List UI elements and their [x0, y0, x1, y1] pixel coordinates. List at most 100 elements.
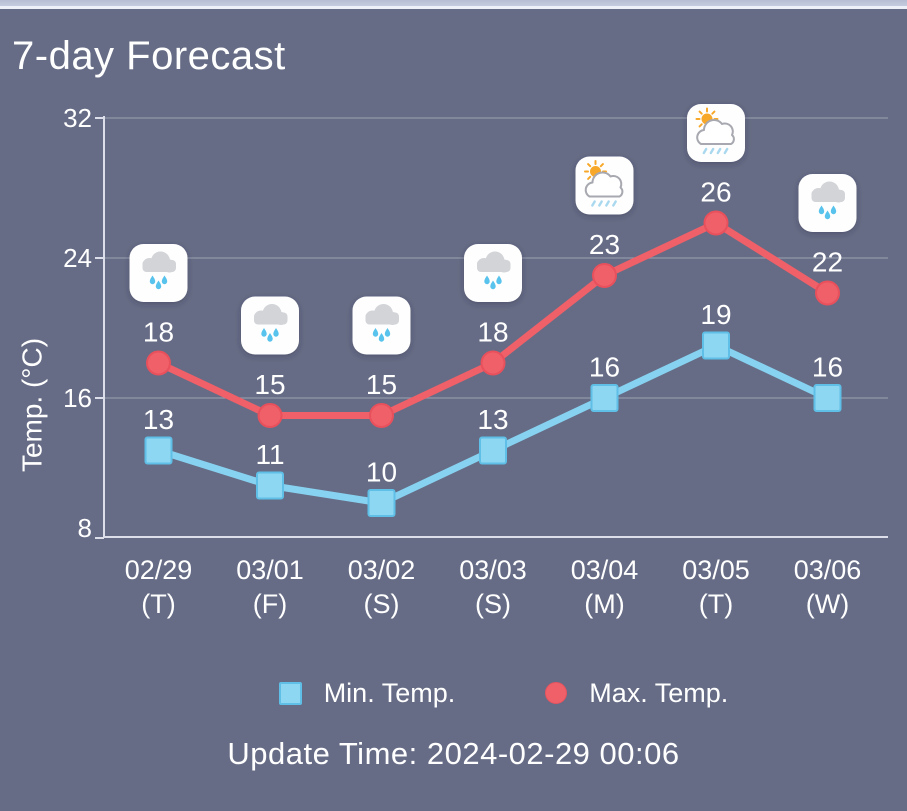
top-highlight-glow [0, 6, 907, 9]
x-tick-label: 03/02 [348, 555, 416, 585]
max-temp-point [703, 210, 729, 236]
weather-icon-rain [352, 296, 411, 355]
min-temp-point [367, 489, 396, 517]
min-temp-point [702, 331, 730, 360]
max-temp-point [146, 350, 171, 376]
page-title: 7-day Forecast [12, 34, 286, 78]
x-tick-day-label: (F) [253, 589, 287, 619]
rain-dash [605, 200, 610, 207]
min-temp-value-label: 19 [700, 299, 731, 330]
rain-drop [267, 333, 273, 342]
rain-dash [716, 147, 722, 155]
y-axis-title: Temp. (°C) [17, 338, 48, 472]
cloud-outline-shape [696, 119, 735, 145]
y-tick-label: 16 [63, 383, 92, 413]
min-temp-swatch-icon [278, 681, 302, 705]
min-temp-point [256, 471, 284, 500]
min-temp-value-label: 10 [366, 457, 397, 488]
rain-drop [372, 328, 379, 337]
cloud-outline-shape [584, 171, 624, 198]
rain-dash [612, 200, 617, 207]
max-temp-value-label: 22 [812, 247, 843, 278]
min-temp-point [479, 436, 507, 465]
y-tick-label: 24 [63, 243, 92, 273]
rain-drop [155, 280, 162, 290]
x-tick-label: 03/01 [236, 555, 304, 585]
legend-min-label: Min. Temp. [323, 677, 456, 708]
max-temp-value-label: 15 [254, 369, 285, 400]
x-tick-label: 03/03 [459, 555, 527, 585]
rain-drop [378, 333, 385, 342]
x-tick-day-label: (S) [364, 589, 400, 619]
x-tick-day-label: (M) [584, 589, 624, 619]
min-temp-point [144, 436, 173, 465]
rain-drop [496, 275, 502, 285]
x-tick-label: 02/29 [125, 555, 193, 585]
max-temp-point [815, 280, 840, 306]
forecast-chart: 8 16 24 32 Temp. (°C) 02/29 (T) 03/01 (F) 03/02 (S… [17, 103, 888, 619]
chart-legend: Min. Temp. Max. Temp. [50, 672, 907, 714]
rain-cloud-shape [142, 251, 176, 273]
weather-icon-rain [464, 244, 522, 302]
x-tick-label: 03/06 [794, 555, 862, 585]
min-temp-point [813, 384, 842, 412]
rain-drop [261, 328, 267, 337]
rain-dash [709, 147, 715, 155]
weather-icon-rain [129, 244, 188, 302]
rain-drop [484, 275, 490, 285]
min-temp-point [590, 384, 619, 412]
rain-drop [490, 280, 496, 290]
icon-tile [129, 244, 188, 302]
weather-icon-rain [241, 296, 299, 355]
rain-drop [384, 328, 391, 337]
min-temp-value-label: 11 [255, 439, 284, 470]
rain-dash [591, 200, 596, 207]
max-temp-value-label: 18 [143, 317, 174, 348]
update-time-text: Update Time: 2024-02-29 00:06 [227, 736, 680, 771]
rain-drop [824, 210, 831, 220]
max-temp-point [257, 403, 283, 428]
x-tick-label: 03/05 [682, 555, 750, 585]
y-tick-label: 32 [63, 103, 92, 133]
rain-cloud-shape [365, 304, 399, 325]
rain-dash [702, 147, 708, 155]
icon-tile [352, 296, 411, 355]
rain-drop [161, 275, 168, 285]
weather-icon-rain [798, 174, 857, 232]
rain-drop [149, 275, 156, 285]
top-highlight-bar [0, 0, 907, 9]
min-temp-value-label: 13 [477, 404, 508, 435]
rain-drop [818, 205, 825, 215]
icon-tile [241, 296, 299, 355]
x-tick-day-label: (T) [141, 589, 175, 619]
weather-icon-sun-rain [687, 104, 745, 162]
weather-icon-sun-rain [575, 156, 634, 215]
rain-drop [830, 205, 837, 215]
rain-cloud-shape [811, 181, 845, 203]
max-temp-point [480, 350, 506, 376]
legend-max-label: Max. Temp. [589, 677, 729, 708]
legend-item-min: Min. Temp. [278, 677, 456, 709]
rain-cloud-shape [477, 251, 511, 273]
rain-dash [723, 147, 729, 155]
max-temp-swatch-icon [545, 682, 568, 704]
max-temp-point [592, 263, 617, 288]
y-tick-label: 8 [78, 513, 92, 543]
max-temp-point [369, 403, 394, 428]
x-tick-day-label: (T) [699, 589, 733, 619]
max-temp-value-label: 26 [700, 177, 731, 208]
min-temp-value-label: 13 [143, 404, 174, 435]
max-temp-value-label: 23 [589, 229, 620, 260]
icon-tile [798, 174, 857, 232]
x-tick-day-label: (W) [806, 589, 849, 619]
min-temp-value-label: 16 [812, 352, 843, 383]
max-temp-value-label: 15 [366, 369, 397, 400]
rain-drop [273, 328, 279, 337]
legend-item-max: Max. Temp. [545, 678, 728, 709]
icon-tile [464, 244, 522, 302]
rain-dash [598, 200, 603, 207]
min-temp-value-label: 16 [589, 352, 620, 383]
x-tick-label: 03/04 [571, 555, 639, 585]
max-temp-value-label: 18 [477, 317, 508, 348]
